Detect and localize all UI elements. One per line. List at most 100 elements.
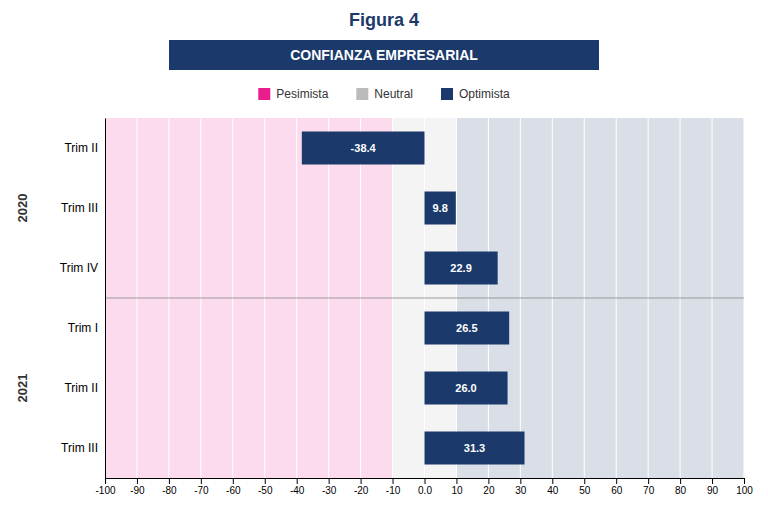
x-tick: 90 xyxy=(707,478,719,496)
bar xyxy=(425,192,456,225)
x-tick-label: 100 xyxy=(736,485,753,496)
bar xyxy=(302,132,425,165)
y-axis: Trim II Trim III Trim IV Trim I Trim II Trim … xyxy=(60,119,106,479)
y-tick-label: Trim II xyxy=(64,141,98,155)
x-tick-mark xyxy=(616,478,617,484)
x-tick: -80 xyxy=(162,478,177,496)
data-labels: -38.4 9.8 22.9 26.5 26.0 31.3 xyxy=(351,142,486,454)
x-tick-mark xyxy=(744,478,745,484)
x-tick: 30 xyxy=(515,478,527,496)
y-tick-label: Trim I xyxy=(68,321,98,335)
x-tick-mark xyxy=(329,478,330,484)
data-label: 26.0 xyxy=(455,382,476,394)
x-tick: -50 xyxy=(258,478,273,496)
x-tick-mark xyxy=(297,478,298,484)
x-tick-label: -70 xyxy=(194,485,209,496)
y-tick: Trim III xyxy=(61,441,98,455)
x-tick-label: -20 xyxy=(354,485,369,496)
y-tick-label: Trim III xyxy=(61,201,98,215)
y-axis-line xyxy=(105,119,106,479)
y-tick: Trim I xyxy=(68,321,98,335)
x-tick-label: -90 xyxy=(130,485,145,496)
legend-swatch xyxy=(441,88,453,100)
x-tick-mark xyxy=(105,478,106,484)
x-tick-label: -80 xyxy=(162,485,177,496)
x-tick-mark xyxy=(265,478,266,484)
x-tick: 50 xyxy=(579,478,591,496)
x-tick-label: -10 xyxy=(386,485,401,496)
bar xyxy=(425,372,508,405)
x-tick-label: -100 xyxy=(95,485,115,496)
x-tick-label: -50 xyxy=(258,485,273,496)
y-tick: Trim II xyxy=(64,381,98,395)
data-label: 22.9 xyxy=(450,262,471,274)
y-tick: Trim II xyxy=(64,141,98,155)
title: Figura 4 xyxy=(349,10,419,30)
y-tick: Trim IV xyxy=(60,261,98,275)
data-label: 26.5 xyxy=(456,322,477,334)
plot-area xyxy=(105,118,744,478)
group-label: 2020 xyxy=(15,194,30,223)
x-tick-mark xyxy=(137,478,138,484)
x-tick: 10 xyxy=(451,478,463,496)
x-tick-mark xyxy=(680,478,681,484)
legend-item: Neutral xyxy=(356,87,413,101)
data-label: -38.4 xyxy=(351,142,377,154)
x-tick-mark xyxy=(361,478,362,484)
x-tick-label: 0.0 xyxy=(418,485,432,496)
subtitle-box xyxy=(169,40,599,70)
x-tick: -40 xyxy=(290,478,305,496)
bar xyxy=(425,432,525,465)
x-tick-mark xyxy=(169,478,170,484)
subtitle: CONFIANZA EMPRESARIAL xyxy=(290,47,478,63)
x-tick: -30 xyxy=(322,478,337,496)
x-tick: 100 xyxy=(736,478,753,496)
x-tick-mark xyxy=(648,478,649,484)
x-axis: -100 -90 -80 -70 -60 -50 -40 -30 -20 -10 0.0 10 20 30… xyxy=(95,478,753,496)
data-label: 31.3 xyxy=(464,442,485,454)
x-tick-mark xyxy=(552,478,553,484)
data-label: 9.8 xyxy=(433,202,448,214)
x-tick: -60 xyxy=(226,478,241,496)
x-tick-label: -40 xyxy=(290,485,305,496)
x-tick-label: 90 xyxy=(707,485,719,496)
x-tick-label: 50 xyxy=(579,485,591,496)
x-tick: 40 xyxy=(547,478,559,496)
x-tick-mark xyxy=(233,478,234,484)
legend-item: Pesimista xyxy=(258,87,328,101)
x-axis-line xyxy=(106,479,745,485)
x-tick-label: 30 xyxy=(515,485,527,496)
x-tick: -90 xyxy=(130,478,145,496)
x-tick: -100 xyxy=(95,478,115,496)
x-tick: 80 xyxy=(675,478,687,496)
y-tick-label: Trim IV xyxy=(60,261,98,275)
group-label: 2021 xyxy=(15,374,30,403)
x-tick: 0.0 xyxy=(418,478,432,496)
x-tick: -10 xyxy=(386,478,401,496)
x-tick: 60 xyxy=(611,478,623,496)
x-tick-mark xyxy=(456,478,457,484)
legend: Pesimista Neutral Optimista xyxy=(258,87,510,101)
legend-label: Optimista xyxy=(459,87,510,101)
x-tick-mark xyxy=(393,478,394,484)
legend-item: Optimista xyxy=(441,87,510,101)
x-tick-label: 80 xyxy=(675,485,687,496)
legend-swatch xyxy=(356,88,368,100)
legend-label: Pesimista xyxy=(276,87,328,101)
legend-label: Neutral xyxy=(374,87,413,101)
x-tick-label: 60 xyxy=(611,485,623,496)
x-tick: 20 xyxy=(483,478,495,496)
x-tick-label: 40 xyxy=(547,485,559,496)
x-tick-mark xyxy=(584,478,585,484)
x-tick-mark xyxy=(201,478,202,484)
x-tick: -20 xyxy=(354,478,369,496)
bar xyxy=(425,252,498,285)
x-tick-mark xyxy=(488,478,489,484)
x-tick-mark xyxy=(712,478,713,484)
grid-line xyxy=(105,118,106,478)
legend-swatch xyxy=(258,88,270,100)
bar xyxy=(425,312,510,345)
x-tick-label: -60 xyxy=(226,485,241,496)
x-tick: 70 xyxy=(643,478,655,496)
group-separator xyxy=(105,298,744,299)
